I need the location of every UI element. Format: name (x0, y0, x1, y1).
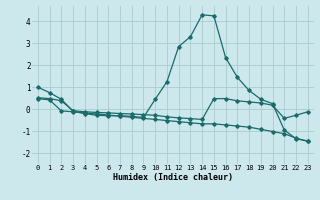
X-axis label: Humidex (Indice chaleur): Humidex (Indice chaleur) (113, 173, 233, 182)
